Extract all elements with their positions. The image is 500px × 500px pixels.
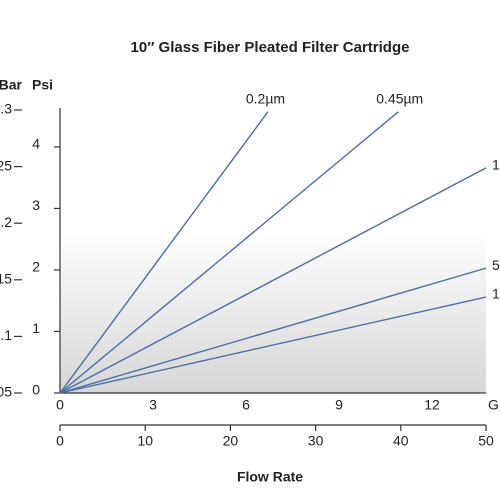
series-line <box>59 267 487 394</box>
y-tick-label: 4 <box>32 136 40 152</box>
x2-tick-label: 0 <box>56 397 64 413</box>
x-tick-label: 0 <box>56 433 64 449</box>
y3-tick-label: .05 <box>0 384 12 400</box>
x2-axis-title: GPM <box>488 397 500 413</box>
series-line <box>59 111 269 394</box>
x-tick-label: 30 <box>308 433 324 449</box>
x-tick-label: 10 <box>137 433 153 449</box>
series-line <box>59 167 487 394</box>
y3-tick-label: .25 <box>0 157 12 173</box>
chart-title: 10″ Glass Fiber Pleated Filter Cartridge <box>131 39 410 56</box>
series-label: 10µm <box>492 286 500 302</box>
y-tick-label: 1 <box>32 320 40 336</box>
x-axis-title: Flow Rate <box>237 469 303 485</box>
y3-tick-label: .3 <box>0 101 12 117</box>
y3-axis-title: Bar <box>0 77 23 93</box>
y-tick-label: 0 <box>32 382 40 398</box>
x-tick-label: 40 <box>393 433 409 449</box>
y3-tick-label: .2 <box>0 214 12 230</box>
x2-tick-label: 3 <box>149 397 157 413</box>
series-line <box>59 111 399 394</box>
x2-tick-label: 12 <box>424 397 440 413</box>
x2-tick-label: 6 <box>242 397 250 413</box>
plot-background <box>60 230 486 393</box>
y-tick-label: 2 <box>32 259 40 275</box>
y3-tick-label: .1 <box>0 327 12 343</box>
y-axis-title: Psi <box>32 77 53 93</box>
x-tick-label: 20 <box>223 433 239 449</box>
x-tick-label: 50 <box>478 433 494 449</box>
y-tick-label: 3 <box>32 197 40 213</box>
x2-tick-label: 9 <box>335 397 343 413</box>
y3-tick-label: .15 <box>0 271 12 287</box>
series-label: 1µm <box>492 157 500 173</box>
series-label: 0.45µm <box>376 91 423 107</box>
series-line <box>59 296 487 394</box>
series-label: 5µm <box>492 257 500 273</box>
series-label: 0.2µm <box>246 91 285 107</box>
